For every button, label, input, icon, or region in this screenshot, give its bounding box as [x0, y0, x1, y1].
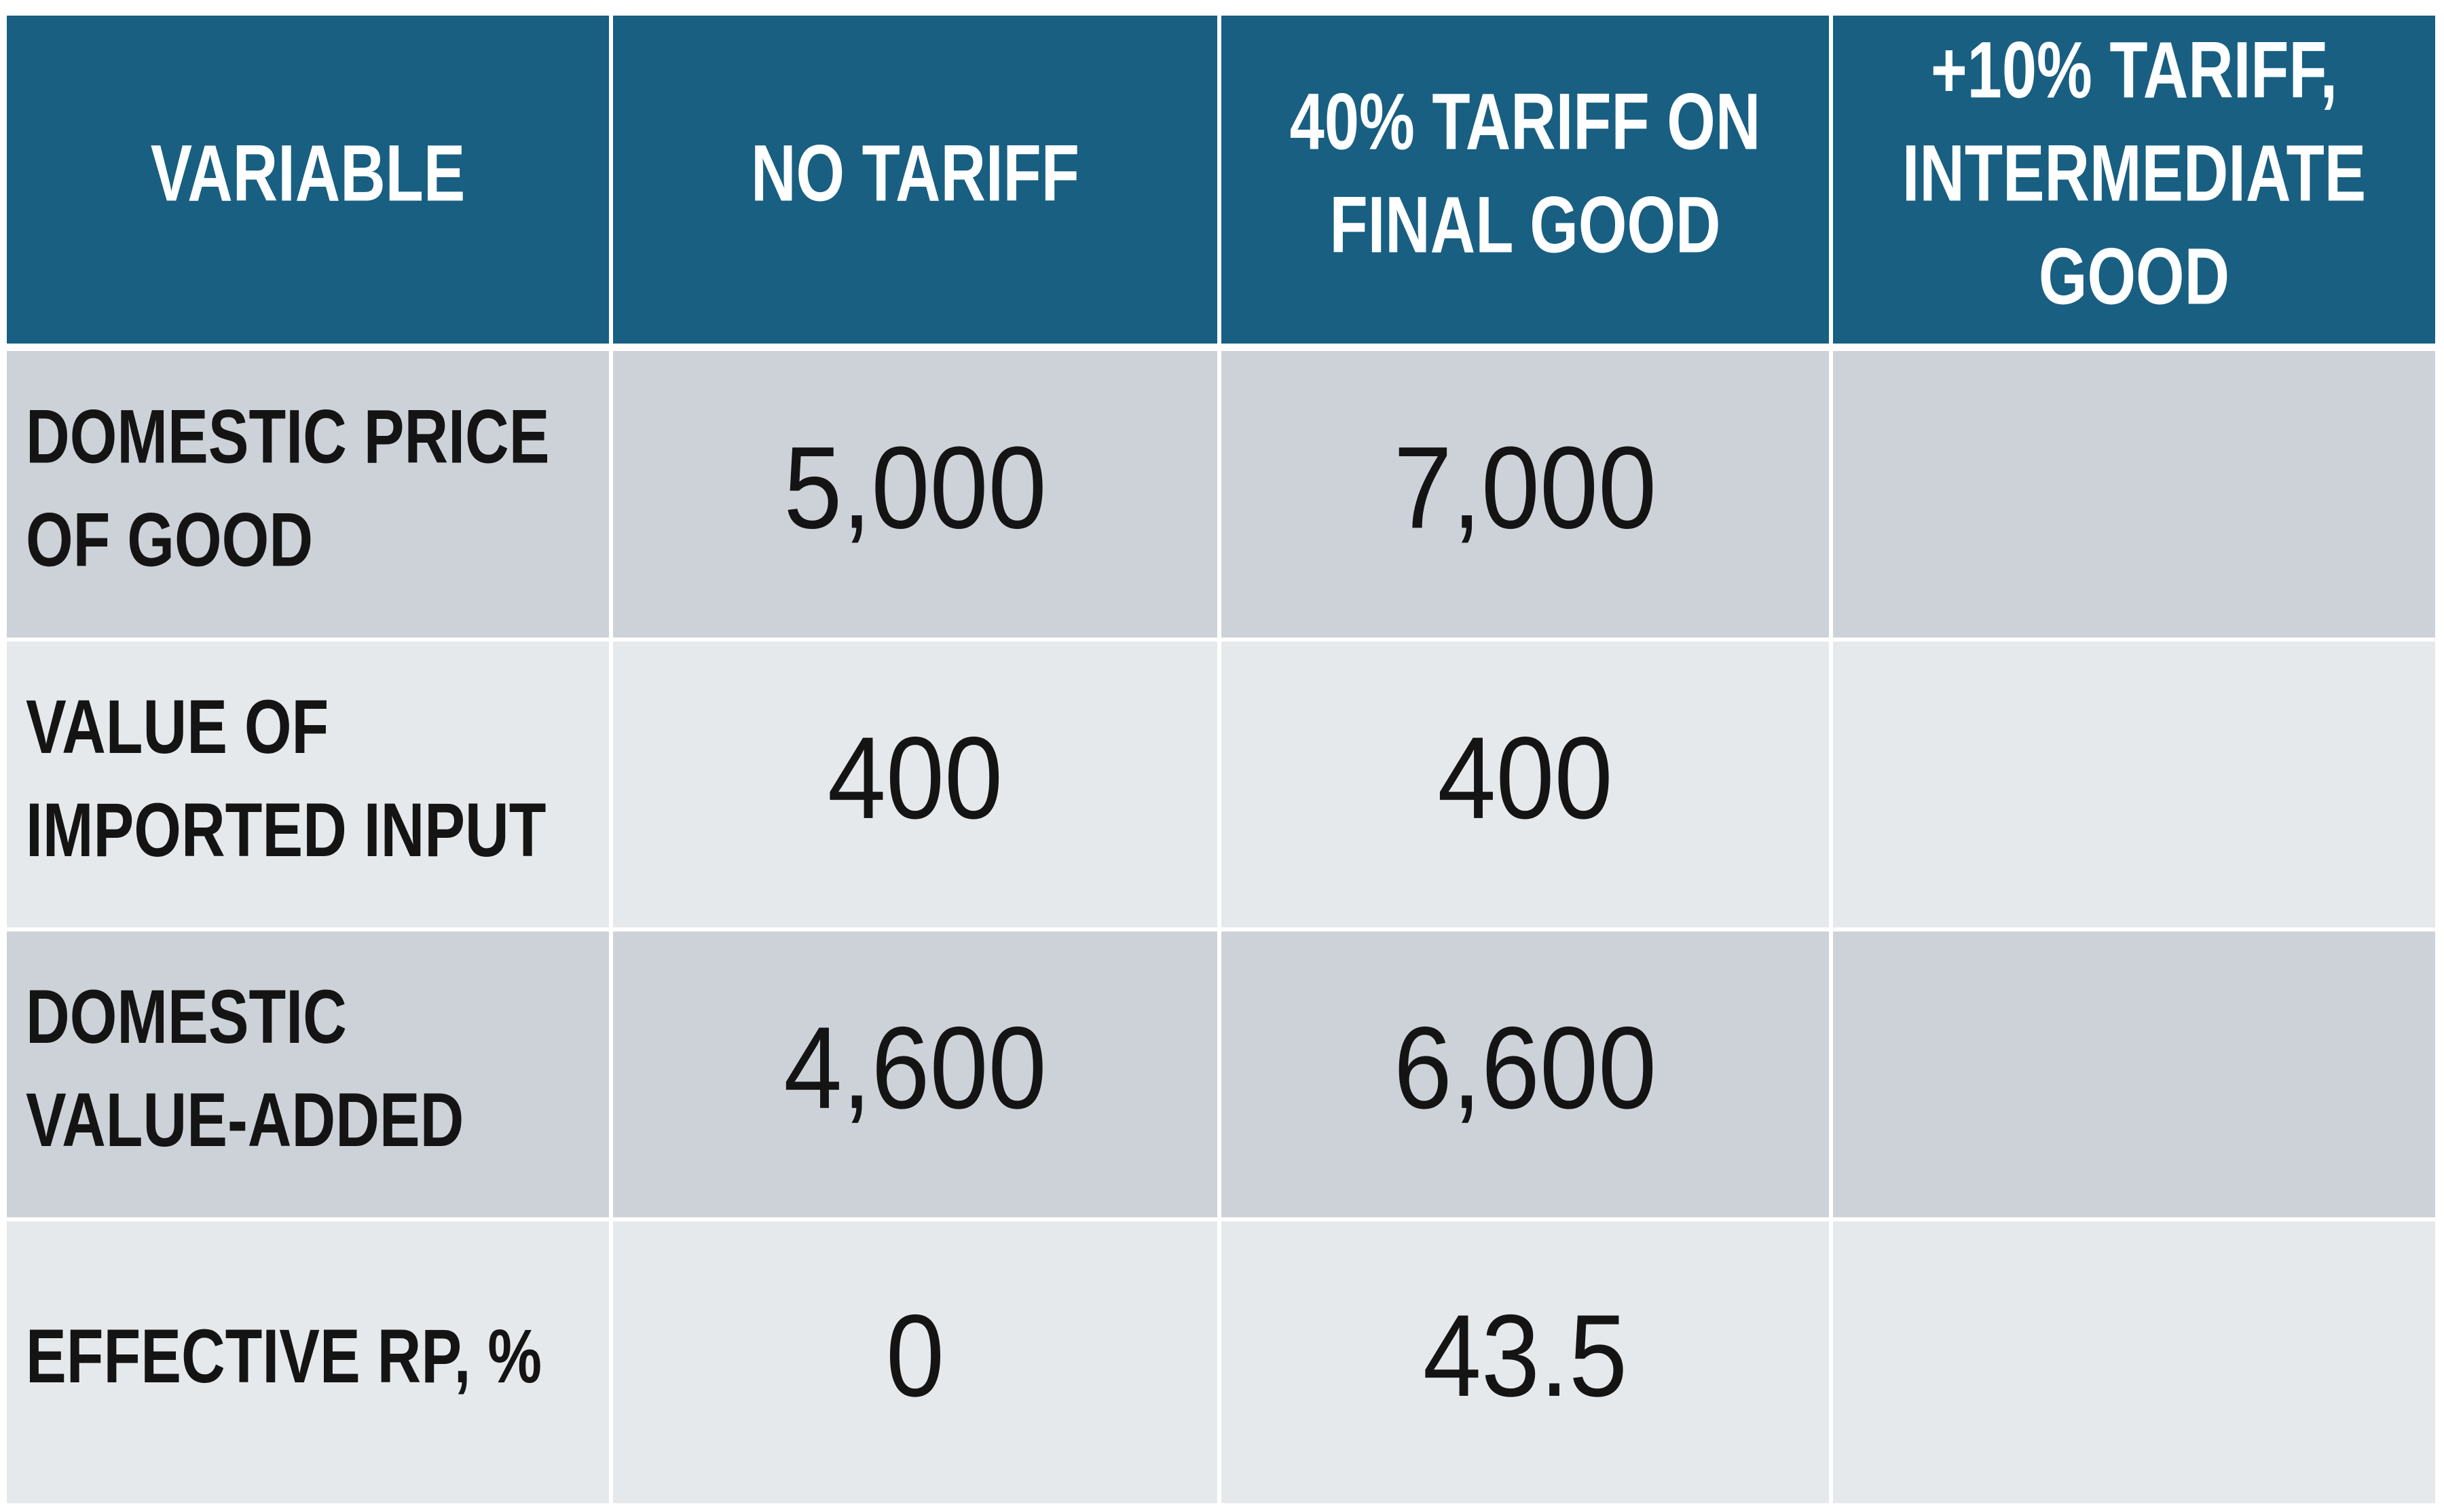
row-label: EFFECTIVE RP, %: [26, 1314, 542, 1399]
row-label: DOMESTIC PRICE: [26, 394, 550, 479]
cell-value: 400: [1437, 712, 1612, 843]
header-text: NO TARIFF: [751, 129, 1079, 219]
table-cell: [613, 642, 1217, 927]
cell-value: 400: [828, 712, 1003, 843]
table-cell: [1221, 1221, 1829, 1503]
table-cell: [613, 1221, 1217, 1503]
cell-value: 4,600: [783, 1002, 1046, 1132]
cell-value: 6,600: [1394, 1002, 1656, 1132]
header-text: 40% TARIFF ON: [1290, 77, 1761, 167]
table-cell: [1221, 932, 1829, 1217]
table-cell: [7, 1221, 609, 1503]
cell-value: 7,000: [1394, 422, 1656, 553]
header-cell: [613, 16, 1217, 344]
cell-value: 5,000: [783, 422, 1046, 553]
table-cell: [1833, 1221, 2435, 1503]
cell-value: 43.5: [1423, 1290, 1627, 1420]
header-text: INTERMEDIATE: [1902, 129, 2366, 219]
row-label: OF GOOD: [26, 498, 313, 583]
row-label: DOMESTIC: [26, 975, 347, 1060]
table-cell: [613, 351, 1217, 638]
header-text: VARIABLE: [151, 129, 466, 219]
table-cell: [7, 932, 609, 1217]
table-cell: [1221, 351, 1829, 638]
row-label: IMPORTED INPUT: [26, 788, 546, 873]
row-label: VALUE OF: [26, 685, 329, 770]
table-cell: [7, 351, 609, 638]
table-cell: [613, 932, 1217, 1217]
header-cell: [7, 16, 609, 344]
header-text: FINAL GOOD: [1330, 181, 1721, 270]
header-text: +10% TARIFF,: [1931, 26, 2337, 115]
table-cell: [7, 642, 609, 927]
header-text: GOOD: [2039, 232, 2229, 322]
header-cell: [1221, 16, 1829, 344]
table-cell: [1833, 932, 2435, 1217]
row-label: VALUE-ADDED: [26, 1078, 464, 1163]
table-cell: [1833, 351, 2435, 638]
header-cell: [1833, 16, 2435, 344]
cell-value: 0: [886, 1290, 944, 1420]
table-cell: [1221, 642, 1829, 927]
table-cell: [1833, 642, 2435, 927]
